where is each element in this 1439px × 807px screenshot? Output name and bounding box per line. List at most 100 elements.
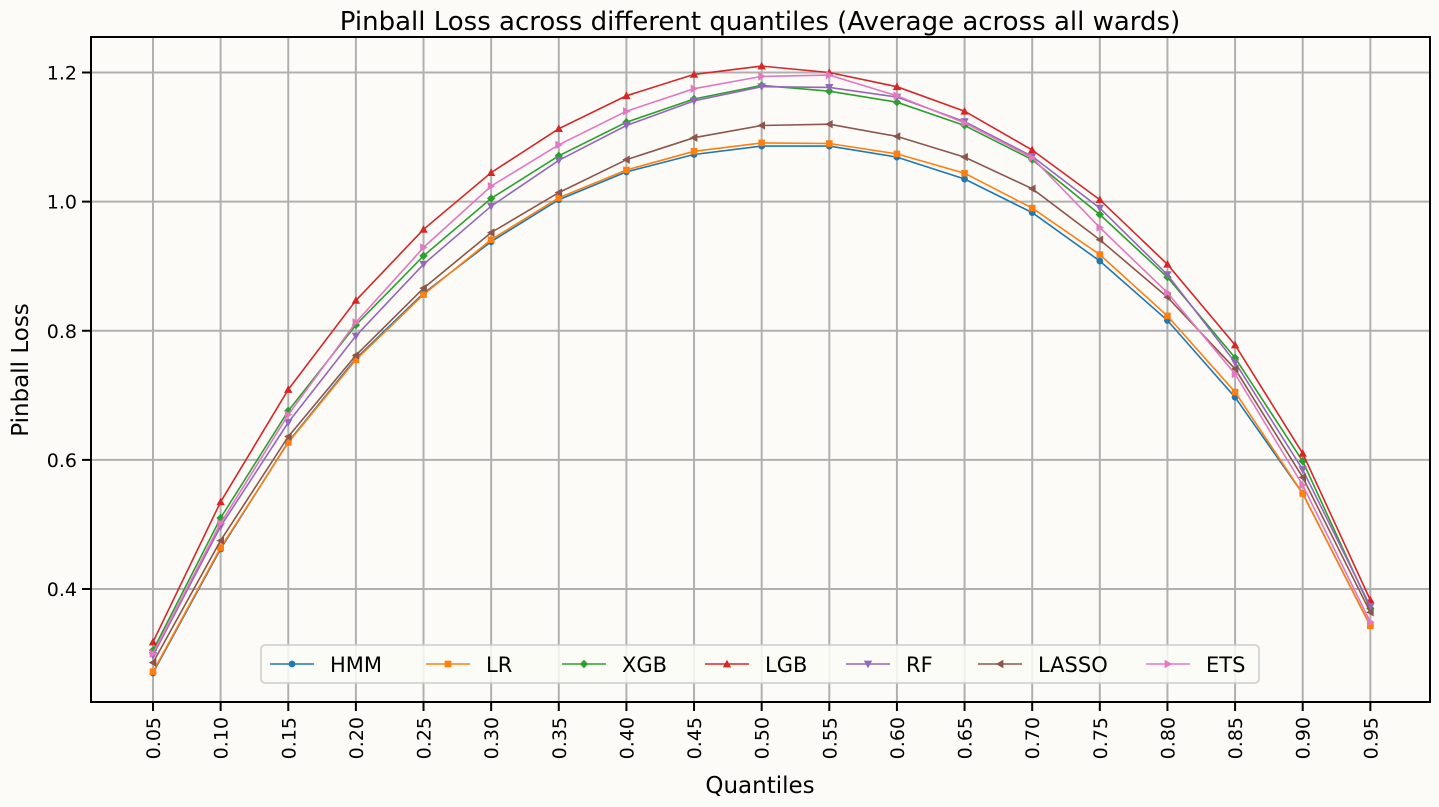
data-point-lgb	[1230, 340, 1240, 349]
y-tick-label: 1.0	[47, 192, 77, 214]
data-point-lgb	[1163, 260, 1172, 268]
ticks: 0.05 0.10 0.15 0.20 0.25 0.30 0.35 0.40 0.45 0.50…	[47, 63, 1383, 760]
y-tick-label: 0.4	[47, 579, 77, 601]
data-point-lasso	[825, 119, 833, 129]
plot-frame	[90, 36, 1431, 703]
data-point-lasso	[216, 536, 224, 545]
x-tick-label: 0.10	[211, 717, 233, 759]
x-tick-label: 0.40	[616, 717, 638, 759]
data-point-lr	[555, 194, 563, 202]
data-point-ets	[217, 518, 225, 528]
data-point-lasso	[1366, 608, 1374, 617]
data-point-lasso	[1230, 364, 1239, 374]
data-point-lr	[961, 169, 968, 177]
data-point-lasso	[351, 351, 360, 360]
data-point-lr	[1164, 312, 1171, 320]
data-point-xgb	[486, 194, 496, 203]
data-point-rf	[825, 83, 834, 92]
data-point-ets	[352, 318, 361, 327]
data-point-lgb	[757, 61, 766, 70]
data-point-lasso	[284, 432, 292, 441]
x-tick-label: 0.20	[346, 717, 368, 759]
data-point-lgb	[622, 91, 631, 100]
x-tick-label: 0.95	[1360, 717, 1382, 759]
data-point-lasso	[689, 133, 698, 142]
data-point-ets	[1299, 480, 1307, 490]
data-point-hmm	[961, 175, 968, 183]
x-tick-label: 0.30	[481, 717, 503, 759]
data-point-xgb	[892, 98, 902, 107]
data-point-ets	[961, 118, 969, 128]
data-point-ets	[1231, 369, 1240, 379]
series-ets	[149, 70, 1375, 658]
data-point-xgb	[419, 251, 428, 261]
x-axis-label: Quantiles	[705, 773, 814, 799]
legend-label-lasso: LASSO	[1038, 653, 1108, 677]
y-axis-label: Pinball Loss	[8, 303, 34, 437]
data-point-lgb	[486, 168, 496, 176]
x-tick-label: 0.80	[1157, 717, 1179, 759]
y-tick-label: 1.2	[47, 63, 77, 85]
data-point-lasso	[960, 152, 968, 162]
data-point-lr	[420, 291, 427, 298]
data-point-rf	[757, 83, 766, 91]
data-point-ets	[149, 649, 158, 658]
data-point-ets	[893, 91, 902, 100]
legend-label-lr: LR	[486, 653, 512, 677]
data-point-lr	[623, 166, 630, 174]
legend-marker-lgb	[722, 659, 732, 668]
x-tick-label: 0.75	[1090, 717, 1112, 759]
data-point-rf	[1298, 466, 1307, 474]
data-point-lr	[690, 147, 698, 155]
data-point-rf	[554, 156, 563, 165]
data-point-xgb	[148, 646, 158, 655]
x-tick-label: 0.45	[684, 717, 706, 759]
data-point-lgb	[1027, 145, 1037, 154]
data-point-ets	[825, 70, 834, 80]
data-point-lr	[758, 139, 765, 147]
data-point-ets	[1096, 223, 1105, 232]
data-point-lasso	[622, 155, 630, 164]
data-point-xgb	[554, 151, 563, 160]
series-lasso	[148, 119, 1374, 667]
data-point-lgb	[148, 637, 158, 646]
data-point-lr	[1367, 622, 1374, 630]
data-point-ets	[1366, 617, 1375, 627]
data-point-lgb	[351, 296, 361, 304]
data-point-lasso	[1298, 473, 1307, 482]
data-point-lasso	[148, 658, 157, 667]
data-point-ets	[284, 410, 293, 419]
chart-title: Pinball Loss across different quantiles …	[340, 7, 1180, 37]
legend-label-rf: RF	[906, 653, 933, 677]
data-point-ets	[758, 72, 766, 81]
data-point-lr	[487, 236, 495, 244]
legend-marker-lr	[444, 660, 452, 668]
x-tick-label: 0.05	[143, 717, 165, 759]
data-point-rf	[689, 97, 699, 106]
data-point-lr	[284, 439, 292, 446]
data-point-lgb	[284, 385, 293, 393]
legend-box	[260, 644, 1260, 684]
legend-marker-rf	[863, 660, 873, 669]
data-point-ets	[420, 243, 428, 252]
data-point-rf	[1366, 603, 1375, 611]
x-tick-label: 0.85	[1225, 717, 1247, 759]
data-point-lgb	[689, 70, 699, 78]
data-point-lasso	[419, 283, 427, 293]
x-tick-label: 0.65	[955, 717, 977, 759]
data-point-lasso	[757, 121, 766, 130]
data-point-lr	[826, 140, 833, 147]
data-point-rf	[1163, 271, 1172, 279]
series-lgb	[148, 61, 1375, 646]
data-point-ets	[690, 84, 699, 93]
legend-marker-xgb	[579, 659, 589, 669]
x-tick-label: 0.25	[414, 717, 436, 759]
data-point-lasso	[892, 132, 901, 141]
data-point-lr	[352, 356, 360, 364]
x-tick-label: 0.35	[549, 717, 571, 759]
data-point-lr	[893, 150, 901, 158]
data-point-lr	[217, 544, 224, 551]
data-point-rf	[284, 419, 293, 427]
data-point-lr	[1299, 490, 1307, 497]
data-point-xgb	[1298, 456, 1307, 466]
